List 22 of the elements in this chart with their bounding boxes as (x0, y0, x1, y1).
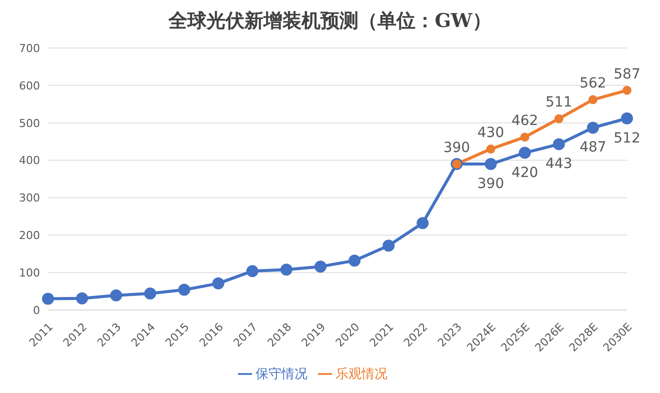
data-label: 587 (614, 66, 640, 82)
data-label: 511 (546, 94, 572, 111)
y-tick-label: 400 (19, 154, 40, 168)
y-tick-label: 100 (19, 266, 40, 280)
data-label: 443 (546, 156, 572, 172)
data-label: 430 (477, 125, 504, 142)
y-tick-label: 300 (19, 192, 40, 205)
y-tick-label: 700 (19, 42, 40, 55)
y-tick-label: 200 (19, 229, 40, 242)
data-label: 390 (443, 140, 470, 156)
chart-title: 全球光伏新增装机预测（单位：GW） (167, 9, 492, 34)
data-label: 512 (614, 130, 640, 146)
legend-label: 乐观情况 (336, 367, 388, 382)
y-tick-label: 0 (33, 304, 40, 317)
data-label: 562 (580, 76, 606, 92)
data-label: 487 (580, 140, 606, 156)
data-label: 390 (477, 176, 504, 192)
legend-label: 保守情况 (256, 367, 308, 382)
y-tick-label: 600 (19, 79, 40, 92)
data-label: 462 (511, 113, 538, 130)
data-label: 420 (511, 164, 538, 181)
y-tick-label: 500 (19, 116, 40, 130)
